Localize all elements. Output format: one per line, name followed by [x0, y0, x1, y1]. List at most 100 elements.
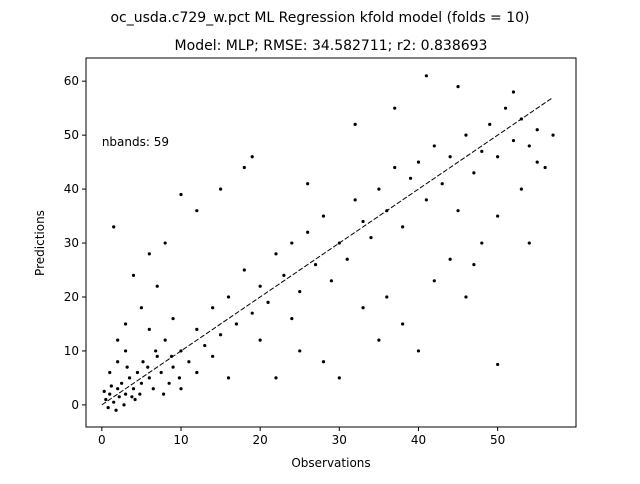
annotation: nbands: 59 — [102, 135, 169, 149]
point — [250, 155, 254, 159]
point — [234, 322, 239, 326]
point — [337, 376, 341, 380]
point — [116, 387, 120, 391]
point — [503, 106, 508, 110]
point — [171, 365, 175, 369]
point — [353, 122, 357, 126]
point — [416, 349, 421, 353]
point — [306, 230, 310, 234]
point — [116, 338, 120, 342]
point — [480, 149, 484, 153]
point — [306, 182, 310, 186]
point — [139, 381, 144, 385]
point — [155, 354, 159, 358]
y-tick-label: 40 — [64, 182, 79, 196]
suptitle: oc_usda.c729_w.pct ML Regression kfold m… — [110, 10, 529, 26]
point — [456, 209, 460, 213]
point — [195, 209, 199, 213]
point — [112, 400, 116, 404]
point — [131, 387, 136, 391]
point — [369, 236, 373, 240]
y-axis-label: Predictions — [33, 210, 47, 276]
point — [203, 343, 207, 348]
point — [496, 214, 500, 218]
point — [472, 171, 476, 175]
point — [377, 338, 381, 342]
point — [122, 403, 126, 407]
point — [163, 241, 167, 245]
y-tick-label: 10 — [64, 344, 79, 358]
point — [127, 376, 132, 380]
x-tick-label: 40 — [411, 433, 426, 447]
point — [258, 284, 262, 288]
point — [211, 306, 215, 310]
point — [108, 392, 112, 396]
point — [274, 376, 278, 380]
plot-frame — [85, 57, 577, 428]
point — [109, 384, 113, 388]
point — [226, 376, 231, 380]
point — [551, 133, 555, 137]
point — [117, 395, 121, 399]
point — [321, 214, 326, 218]
point — [377, 187, 381, 191]
y-tick-label: 0 — [71, 398, 79, 412]
point — [511, 90, 516, 94]
point — [432, 279, 436, 283]
point — [242, 268, 246, 272]
point — [464, 295, 468, 299]
point — [385, 295, 389, 299]
point — [146, 365, 150, 369]
reference-line — [101, 96, 554, 406]
point — [432, 144, 436, 148]
point — [488, 122, 492, 126]
point — [543, 165, 547, 170]
point — [226, 295, 231, 299]
chart-title: Model: MLP; RMSE: 34.582711; r2: 0.83869… — [175, 38, 488, 54]
point — [167, 381, 171, 385]
point — [179, 192, 183, 197]
point — [147, 252, 151, 256]
point — [108, 370, 112, 375]
point — [464, 133, 468, 137]
point — [401, 225, 405, 229]
point — [282, 273, 286, 278]
y-tick-label: 30 — [64, 236, 79, 250]
point — [448, 257, 452, 261]
point — [401, 322, 405, 326]
point — [218, 187, 223, 191]
x-tick-label: 30 — [332, 433, 347, 447]
point — [106, 405, 110, 410]
point — [195, 370, 199, 375]
point — [218, 333, 223, 337]
point — [130, 395, 134, 399]
point — [133, 397, 137, 402]
point — [393, 165, 397, 170]
point — [535, 160, 539, 164]
point — [138, 392, 142, 396]
point — [135, 370, 140, 375]
point — [258, 338, 262, 342]
point — [250, 311, 254, 315]
point — [345, 257, 349, 261]
point — [123, 392, 128, 396]
point — [102, 389, 106, 393]
point — [141, 360, 145, 364]
point — [424, 74, 428, 78]
point — [131, 273, 136, 278]
point — [114, 408, 118, 412]
point — [472, 263, 476, 267]
point — [353, 198, 357, 202]
point — [416, 160, 421, 164]
point — [393, 106, 397, 110]
point — [408, 176, 413, 180]
point — [329, 279, 333, 283]
point — [242, 165, 246, 170]
point — [125, 365, 129, 369]
point — [440, 182, 444, 186]
y-tick-label: 20 — [64, 290, 79, 304]
point — [171, 316, 175, 321]
point — [139, 306, 144, 310]
point — [116, 360, 120, 364]
